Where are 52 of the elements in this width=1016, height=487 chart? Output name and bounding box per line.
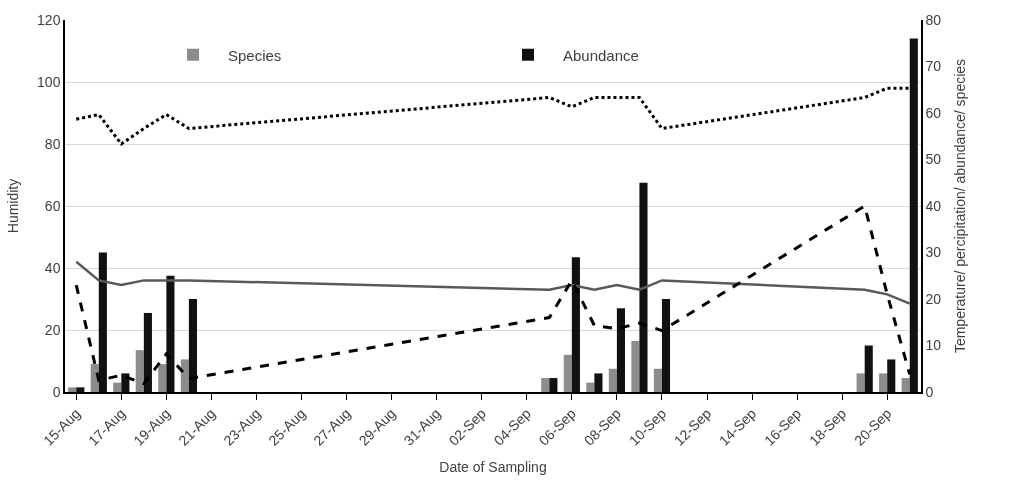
bar xyxy=(909,38,918,392)
bar xyxy=(166,275,175,392)
bar xyxy=(586,382,595,392)
bar xyxy=(864,345,873,392)
bar xyxy=(571,257,580,392)
bar xyxy=(616,308,625,392)
bar xyxy=(98,252,107,392)
bar xyxy=(653,368,662,392)
y-axis-title: Humidity xyxy=(5,178,22,234)
x-axis-title: Date of Sampling xyxy=(439,459,547,476)
bar xyxy=(135,350,144,392)
legend-label: Abundance xyxy=(563,46,639,64)
bar xyxy=(856,373,865,392)
y2-tick-label: 70 xyxy=(925,58,942,75)
bar xyxy=(901,378,910,392)
bar xyxy=(541,378,550,392)
y-tick-label: 40 xyxy=(44,259,61,276)
bar xyxy=(631,340,640,392)
bar xyxy=(594,373,603,392)
y-tick-label: 100 xyxy=(37,73,61,90)
y2-tick-label: 30 xyxy=(925,244,942,261)
y2-axis-title: Temperature/ percipitation/ abundance/ species xyxy=(952,58,969,354)
y-tick-label: 0 xyxy=(52,383,61,400)
y-tick-label: 80 xyxy=(44,135,61,152)
bar xyxy=(639,182,648,392)
bar xyxy=(68,387,77,392)
bar xyxy=(113,382,122,392)
line-series xyxy=(74,204,912,386)
bar xyxy=(563,354,572,392)
y2-tick-label: 20 xyxy=(925,290,942,307)
y-tick-label: 120 xyxy=(37,11,61,28)
bar xyxy=(661,299,671,392)
bar xyxy=(76,387,85,392)
bar xyxy=(158,364,167,392)
bar xyxy=(188,299,197,392)
y2-tick-label: 10 xyxy=(925,337,942,354)
y2-tick-label: 80 xyxy=(925,11,942,28)
legend-label: Species xyxy=(228,46,282,64)
y2-tick-label: 60 xyxy=(925,104,942,121)
bar xyxy=(549,378,558,392)
y-tick-label: 60 xyxy=(44,197,61,214)
y-tick-label: 20 xyxy=(44,321,61,338)
bar xyxy=(180,359,189,392)
line-series xyxy=(75,260,911,305)
bar xyxy=(121,373,130,392)
y2-tick-label: 0 xyxy=(925,383,934,400)
bar xyxy=(608,368,617,392)
bar xyxy=(143,312,152,392)
bar xyxy=(879,373,888,392)
y2-tick-label: 50 xyxy=(925,151,942,168)
bar xyxy=(887,359,896,392)
y2-tick-label: 40 xyxy=(925,197,942,214)
